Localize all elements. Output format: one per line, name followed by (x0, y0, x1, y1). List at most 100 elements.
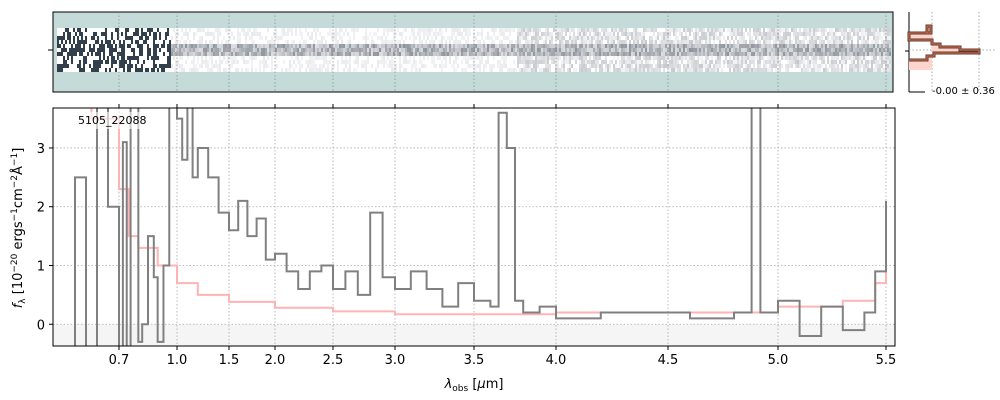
2d-pixel (423, 44, 425, 48)
2d-pixel (401, 64, 403, 68)
2d-pixel (797, 32, 799, 36)
2d-pixel (399, 48, 401, 52)
2d-pixel (399, 64, 401, 68)
2d-pixel (857, 44, 859, 48)
2d-pixel (491, 36, 493, 40)
2d-pixel (305, 60, 307, 64)
2d-pixel (289, 68, 291, 72)
2d-pixel (349, 40, 351, 44)
2d-pixel (815, 56, 817, 60)
2d-pixel (863, 28, 865, 32)
2d-pixel (859, 60, 861, 64)
2d-pixel (501, 44, 503, 48)
2d-pixel (623, 32, 625, 36)
2d-pixel (99, 44, 101, 48)
2d-pixel (263, 68, 265, 72)
2d-pixel (629, 32, 631, 36)
2d-pixel (607, 44, 609, 48)
2d-pixel (485, 64, 487, 68)
2d-pixel (389, 40, 391, 44)
2d-pixel (189, 68, 191, 72)
2d-pixel (331, 44, 333, 48)
2d-pixel (873, 28, 875, 32)
2d-pixel (223, 68, 225, 72)
2d-pixel (839, 40, 841, 44)
2d-pixel (457, 28, 459, 32)
2d-pixel (867, 28, 869, 32)
2d-pixel (509, 40, 511, 44)
2d-pixel (187, 32, 189, 36)
2d-pixel (573, 52, 575, 56)
2d-pixel (169, 48, 171, 52)
2d-pixel (815, 44, 817, 48)
2d-pixel (703, 44, 705, 48)
2d-pixel (709, 36, 711, 40)
2d-pixel (69, 36, 71, 40)
2d-pixel (421, 48, 423, 52)
2d-pixel (811, 44, 813, 48)
2d-pixel (687, 44, 689, 48)
2d-pixel (813, 52, 815, 56)
2d-pixel (203, 28, 205, 32)
2d-pixel (557, 32, 559, 36)
2d-pixel (707, 36, 709, 40)
2d-pixel (477, 64, 479, 68)
2d-pixel (751, 60, 753, 64)
2d-pixel (757, 40, 759, 44)
2d-pixel (511, 28, 513, 32)
2d-pixel (259, 68, 261, 72)
2d-pixel (503, 28, 505, 32)
2d-pixel (517, 52, 519, 56)
2d-pixel (281, 52, 283, 56)
2d-pixel (337, 32, 339, 36)
2d-pixel (107, 56, 109, 60)
2d-pixel (223, 52, 225, 56)
2d-pixel (413, 64, 415, 68)
2d-pixel (415, 68, 417, 72)
2d-pixel (527, 32, 529, 36)
2d-pixel (319, 64, 321, 68)
2d-pixel (377, 44, 379, 48)
2d-pixel (61, 48, 63, 52)
2d-pixel (459, 52, 461, 56)
2d-pixel (423, 52, 425, 56)
2d-pixel (219, 28, 221, 32)
2d-pixel (593, 28, 595, 32)
2d-pixel (85, 28, 87, 32)
2d-pixel (107, 60, 109, 64)
2d-pixel (693, 36, 695, 40)
2d-pixel (771, 28, 773, 32)
2d-pixel (461, 32, 463, 36)
2d-pixel (705, 68, 707, 72)
2d-pixel (493, 56, 495, 60)
2d-pixel (627, 56, 629, 60)
2d-pixel (227, 56, 229, 60)
2d-pixel (715, 56, 717, 60)
2d-pixel (869, 28, 871, 32)
2d-pixel (667, 68, 669, 72)
2d-pixel (211, 68, 213, 72)
2d-pixel (219, 32, 221, 36)
2d-pixel (597, 52, 599, 56)
2d-pixel (735, 60, 737, 64)
2d-pixel (521, 48, 523, 52)
2d-pixel (573, 28, 575, 32)
2d-pixel (737, 60, 739, 64)
2d-pixel (221, 60, 223, 64)
2d-pixel (749, 44, 751, 48)
2d-pixel (425, 48, 427, 52)
2d-pixel (795, 36, 797, 40)
2d-pixel (295, 52, 297, 56)
2d-pixel (547, 32, 549, 36)
2d-pixel (669, 64, 671, 68)
2d-pixel (643, 28, 645, 32)
2d-pixel (139, 36, 141, 40)
2d-pixel (127, 36, 129, 40)
2d-pixel (147, 44, 149, 48)
2d-pixel (813, 56, 815, 60)
2d-pixel (783, 48, 785, 52)
2d-pixel (81, 36, 83, 40)
2d-pixel (823, 40, 825, 44)
2d-pixel (839, 48, 841, 52)
2d-pixel (385, 44, 387, 48)
